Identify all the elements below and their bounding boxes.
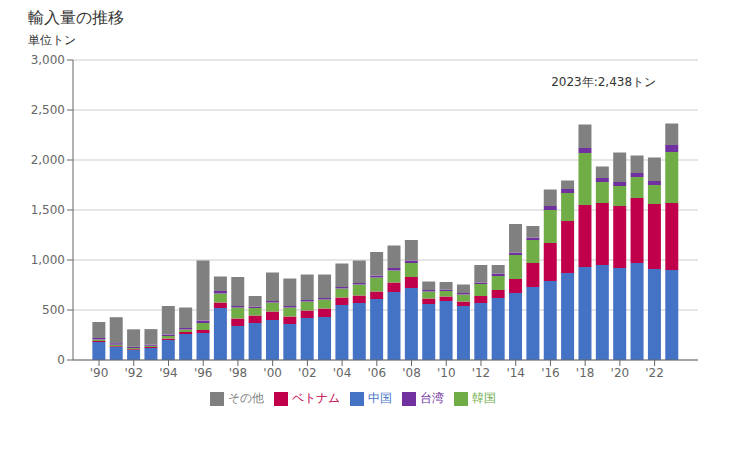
svg-text:'22: '22 bbox=[645, 366, 664, 380]
svg-text:'92: '92 bbox=[124, 366, 143, 380]
html-text:輸入量の推移: 輸入量の推移 bbox=[28, 8, 124, 27]
svg-text:500: 500 bbox=[42, 303, 65, 317]
svg-text:'10: '10 bbox=[437, 366, 456, 380]
svg-text:'18: '18 bbox=[576, 366, 595, 380]
svg-text:'16: '16 bbox=[541, 366, 560, 380]
html-text:その他: その他 bbox=[228, 391, 264, 405]
svg-text:'04: '04 bbox=[333, 366, 352, 380]
html-text:韓国: 韓国 bbox=[472, 391, 496, 405]
svg-text:'96: '96 bbox=[194, 366, 213, 380]
svg-text:'98: '98 bbox=[229, 366, 248, 380]
html-text:ベトナム: ベトナム bbox=[292, 391, 340, 405]
svg-text:'20: '20 bbox=[611, 366, 630, 380]
svg-text:'14: '14 bbox=[506, 366, 525, 380]
svg-text:'00: '00 bbox=[263, 366, 282, 380]
svg-text:'06: '06 bbox=[368, 366, 387, 380]
svg-text:'94: '94 bbox=[159, 366, 178, 380]
html-text:中国: 中国 bbox=[368, 391, 392, 405]
svg-text:'02: '02 bbox=[298, 366, 317, 380]
svg-text:2,500: 2,500 bbox=[31, 103, 65, 117]
svg-text:1,000: 1,000 bbox=[31, 253, 65, 267]
svg-text:3,000: 3,000 bbox=[31, 53, 65, 67]
svg-text:1,500: 1,500 bbox=[31, 203, 65, 217]
svg-text:'08: '08 bbox=[402, 366, 421, 380]
svg-text:'12: '12 bbox=[472, 366, 491, 380]
svg-text:'90: '90 bbox=[90, 366, 109, 380]
html-text:2023年:2,438トン: 2023年:2,438トン bbox=[551, 74, 657, 89]
html-text:単位トン: 単位トン bbox=[28, 33, 76, 47]
html-text:台湾: 台湾 bbox=[420, 391, 444, 405]
svg-text:2,000: 2,000 bbox=[31, 153, 65, 167]
svg-text:0: 0 bbox=[57, 353, 65, 367]
